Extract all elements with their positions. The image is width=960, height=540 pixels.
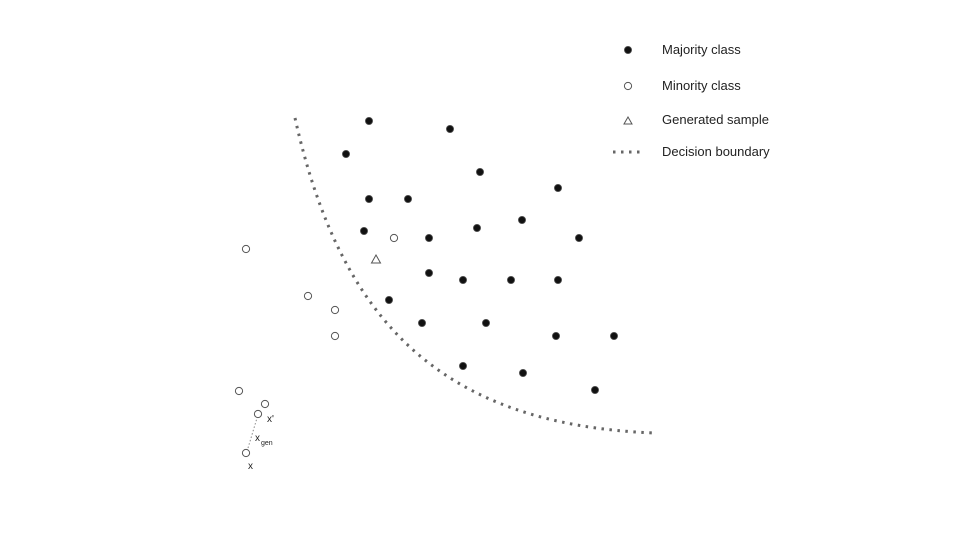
minority-point xyxy=(330,305,340,315)
filled-circle-icon xyxy=(624,46,633,55)
majority-point xyxy=(472,223,481,232)
minority-point-x xyxy=(241,448,251,458)
minority-point xyxy=(234,386,244,396)
legend: Majority class Minority class Generated … xyxy=(613,42,770,159)
majority-point xyxy=(475,167,484,176)
majority-point xyxy=(575,233,584,242)
majority-point xyxy=(506,275,515,284)
legend-generated-label: Generated sample xyxy=(662,112,769,127)
majority-point xyxy=(458,275,467,284)
majority-point xyxy=(458,361,467,370)
majority-points xyxy=(341,117,619,394)
majority-point xyxy=(552,331,561,340)
label-x: x xyxy=(248,461,253,472)
generated-sample xyxy=(370,253,382,264)
majority-point xyxy=(359,226,368,235)
majority-point xyxy=(518,215,527,224)
legend-boundary-label: Decision boundary xyxy=(662,144,770,159)
majority-point xyxy=(519,368,528,377)
majority-point xyxy=(445,125,454,134)
legend-majority-label: Majority class xyxy=(662,42,741,57)
minority-point-x-prime xyxy=(260,399,270,409)
minority-points xyxy=(234,233,399,458)
majority-point xyxy=(554,275,563,284)
majority-point xyxy=(424,233,433,242)
majority-point xyxy=(554,183,563,192)
label-x-gen: x xyxy=(255,433,260,444)
majority-point xyxy=(610,331,619,340)
minority-point xyxy=(303,291,313,301)
minority-point xyxy=(253,409,263,419)
majority-point xyxy=(364,194,373,203)
minority-point xyxy=(241,244,251,254)
minority-point xyxy=(330,331,340,341)
majority-point xyxy=(341,149,350,158)
label-x-prime: x' xyxy=(267,414,274,425)
legend-minority-label: Minority class xyxy=(662,78,741,93)
decision-boundary xyxy=(293,117,656,435)
hollow-circle-icon xyxy=(623,81,633,91)
majority-point xyxy=(364,117,373,126)
hollow-triangle-icon xyxy=(623,115,633,125)
majority-point xyxy=(417,318,426,327)
label-x-gen-subscript: gen xyxy=(261,440,273,447)
majority-point xyxy=(384,295,393,304)
majority-point xyxy=(403,194,412,203)
majority-point xyxy=(481,318,490,327)
majority-point xyxy=(424,268,433,277)
minority-point xyxy=(389,233,399,243)
majority-point xyxy=(591,385,600,394)
